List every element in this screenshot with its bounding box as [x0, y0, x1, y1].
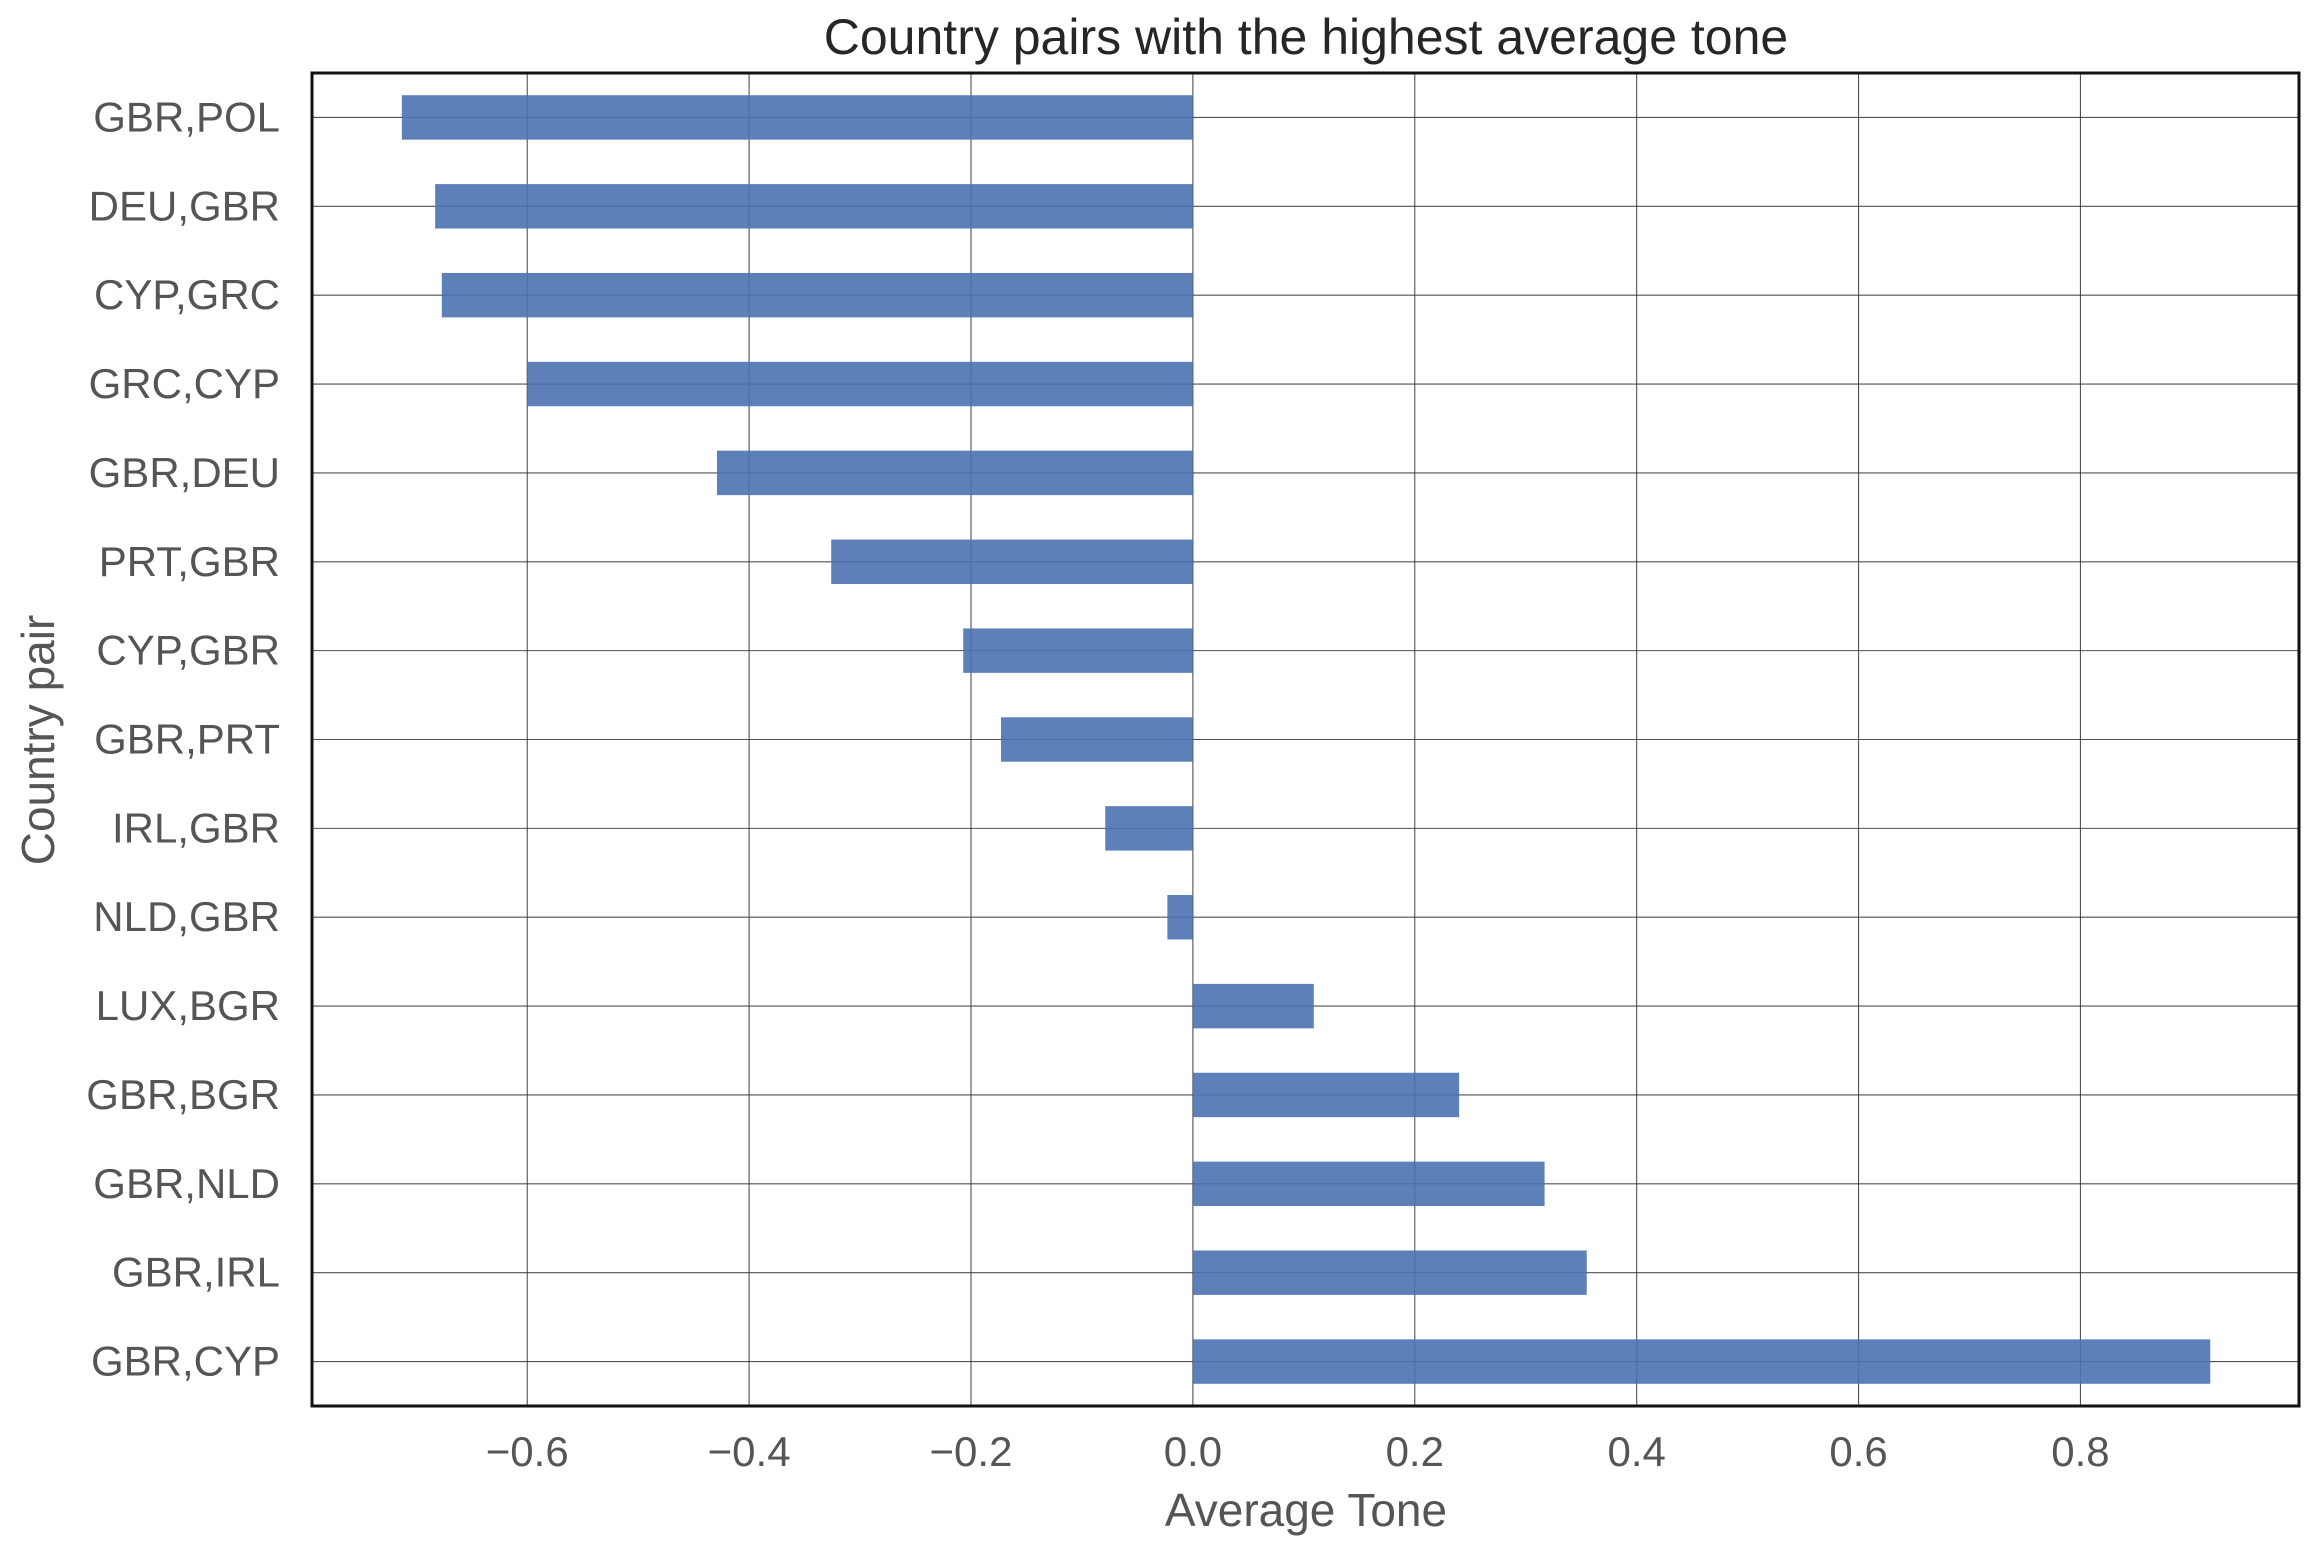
bar [1192, 1161, 1545, 1207]
y-tick-label: GBR,POL [93, 93, 280, 140]
bar [1167, 895, 1193, 940]
y-tick-label: PRT,GBR [99, 538, 280, 585]
y-tick-label: GBR,IRL [112, 1249, 280, 1296]
x-tick-label: −0.4 [708, 1428, 791, 1475]
y-tick-label: LUX,BGR [96, 982, 280, 1029]
y-tick-label: NLD,GBR [93, 893, 280, 940]
bar [1105, 806, 1193, 851]
x-tick-label: 0.2 [1386, 1428, 1444, 1475]
y-axis-label: Country pair [12, 615, 64, 866]
y-tick-label: CYP,GBR [96, 627, 280, 674]
bar [1192, 1339, 2211, 1384]
x-tick-labels: −0.6 −0.4 −0.2 0.0 0.2 0.4 0.6 0.8 [486, 1428, 2110, 1475]
y-tick-label: GBR,PRT [94, 716, 280, 763]
x-tick-label: 0.0 [1164, 1428, 1222, 1475]
y-tick-label: IRL,GBR [112, 804, 280, 851]
y-tick-label: GBR,CYP [91, 1338, 280, 1385]
x-tick-label: 0.6 [1829, 1428, 1887, 1475]
bar [831, 539, 1193, 584]
x-axis-label: Average Tone [1165, 1484, 1447, 1536]
y-tick-label: GBR,BGR [86, 1071, 280, 1118]
x-tick-label: 0.8 [2051, 1428, 2109, 1475]
x-tick-label: 0.4 [1607, 1428, 1665, 1475]
plot-frame [310, 71, 2301, 1408]
bar [441, 272, 1193, 318]
y-tick-label: GRC,CYP [89, 360, 280, 407]
bar-layer [401, 95, 2211, 1384]
bar [1192, 1072, 1460, 1118]
bar [1192, 983, 1314, 1029]
chart-title: Country pairs with the highest average t… [824, 9, 1788, 65]
bar [1000, 717, 1193, 762]
y-tick-label: GBR,DEU [89, 449, 280, 496]
y-tick-labels: GBR,POL DEU,GBR CYP,GRC GRC,CYP GBR,DEU PRT,G… [86, 93, 280, 1384]
bar [527, 361, 1193, 407]
y-tick-label: CYP,GRC [94, 271, 280, 318]
bar [435, 184, 1193, 229]
y-tick-label: GBR,NLD [93, 1160, 280, 1207]
bar [963, 628, 1193, 673]
y-tick-label: DEU,GBR [89, 182, 280, 229]
bar [1192, 1250, 1587, 1295]
bar [401, 95, 1193, 140]
x-tick-label: −0.6 [486, 1428, 569, 1475]
x-tick-label: −0.2 [930, 1428, 1013, 1475]
bar [716, 450, 1193, 496]
